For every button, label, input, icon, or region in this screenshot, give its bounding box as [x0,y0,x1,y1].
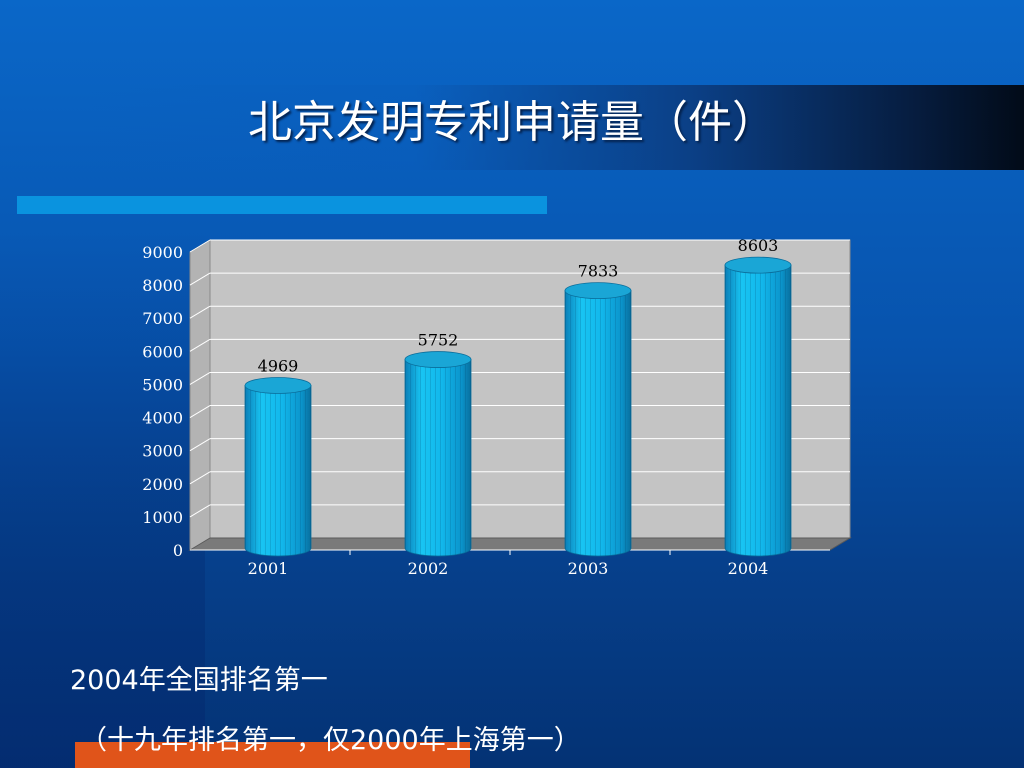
bar-texture [245,385,311,556]
bar-texture [565,290,631,556]
bar-top-cap [404,351,472,368]
gridline-side [189,305,211,319]
gridline-side [189,372,211,385]
data-label: 4969 [258,356,299,375]
accent-bar [17,196,547,214]
title-band [85,85,1024,170]
left-shade-panel [0,230,205,768]
y-tick-label: 2000 [142,475,183,494]
bottom-accent-bar [75,742,470,768]
bar-texture [405,359,471,556]
gridline-side [189,438,211,452]
bar-top-cap [564,282,632,300]
y-tick-label: 6000 [142,342,183,361]
y-tick-label: 0 [173,541,183,560]
x-tick-label: 2002 [408,559,449,578]
ranking-note: 2004年全国排名第一 [70,665,328,696]
gridline-side [189,272,211,286]
x-tick-label: 2001 [248,559,289,578]
slide-title: 北京发明专利申请量（件） [248,97,776,148]
y-tick-label: 9000 [142,243,183,262]
y-tick-label: 8000 [142,276,183,295]
y-tick-label: 5000 [142,375,183,394]
y-tick-label: 3000 [142,442,183,461]
x-tick-label: 2003 [568,559,609,578]
gridline-side [189,504,211,518]
bar-top-cap [244,377,312,394]
bar-texture [725,265,791,556]
data-label: 5752 [418,331,459,350]
ranking-detail-note: （十九年排名第一，仅2000年上海第一） [80,725,581,756]
gridline-side [189,471,211,485]
y-tick-label: 7000 [142,309,183,328]
y-tick-label: 1000 [142,508,183,527]
gridline-side [189,239,211,253]
data-label: 7833 [578,262,619,281]
x-tick-label: 2004 [728,559,769,578]
y-tick-label: 4000 [142,409,183,428]
bar-top-cap [724,256,792,274]
plot-side-wall [189,239,211,551]
data-label: 8603 [738,236,779,255]
gridline-side [189,338,211,352]
gridline-side [189,405,211,418]
